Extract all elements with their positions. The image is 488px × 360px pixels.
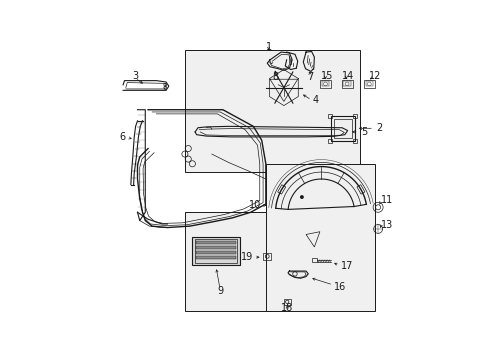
Circle shape xyxy=(299,195,303,199)
Bar xyxy=(195,246,236,249)
Bar xyxy=(195,256,236,260)
Text: 2: 2 xyxy=(376,123,382,133)
Text: 8: 8 xyxy=(271,72,278,82)
Bar xyxy=(311,258,317,262)
Bar xyxy=(363,80,374,88)
Text: 3: 3 xyxy=(132,71,138,81)
Bar xyxy=(194,239,237,263)
Bar xyxy=(185,50,359,172)
Bar xyxy=(352,114,356,118)
Text: 5: 5 xyxy=(361,127,367,137)
Text: 11: 11 xyxy=(380,195,392,205)
Text: 6: 6 xyxy=(119,132,125,142)
Bar xyxy=(321,81,328,86)
Bar xyxy=(341,80,352,88)
Text: 14: 14 xyxy=(341,71,353,81)
Bar xyxy=(330,116,354,141)
Bar xyxy=(343,81,350,86)
Text: 13: 13 xyxy=(380,220,392,230)
Bar xyxy=(195,251,236,254)
Text: 4: 4 xyxy=(312,95,319,105)
Text: 7: 7 xyxy=(306,72,313,82)
Text: 18: 18 xyxy=(280,303,292,312)
Text: 15: 15 xyxy=(320,71,332,81)
Text: 9: 9 xyxy=(217,286,223,296)
Bar xyxy=(327,114,331,118)
Text: 17: 17 xyxy=(340,261,352,271)
Text: 10: 10 xyxy=(249,201,261,210)
Bar xyxy=(263,253,271,260)
Bar xyxy=(195,241,236,244)
Bar xyxy=(327,139,331,143)
Bar xyxy=(333,118,351,138)
Text: 16: 16 xyxy=(334,282,346,292)
Text: 12: 12 xyxy=(368,71,380,81)
Bar xyxy=(365,81,372,86)
Bar xyxy=(352,139,356,143)
Text: 1: 1 xyxy=(265,42,271,52)
Bar xyxy=(185,212,274,311)
Bar xyxy=(356,185,364,194)
Bar xyxy=(319,80,330,88)
Bar xyxy=(265,164,375,311)
Text: 19: 19 xyxy=(241,252,253,262)
Bar xyxy=(277,185,285,194)
Bar xyxy=(284,299,290,305)
Bar xyxy=(192,237,239,265)
